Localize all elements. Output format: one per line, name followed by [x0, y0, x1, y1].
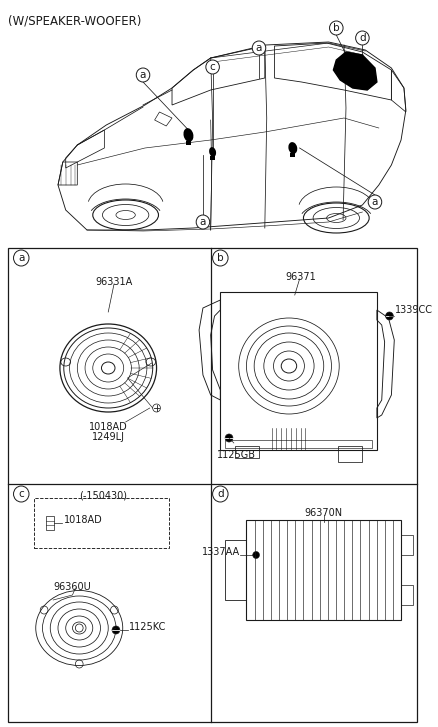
- Ellipse shape: [183, 128, 193, 142]
- Text: a: a: [255, 43, 261, 53]
- Bar: [210, 156, 215, 160]
- Bar: [8, 248, 417, 722]
- Text: c: c: [209, 62, 215, 72]
- Text: d: d: [358, 33, 365, 43]
- Text: 1018AD: 1018AD: [64, 515, 102, 525]
- Circle shape: [355, 31, 368, 45]
- Circle shape: [225, 434, 233, 442]
- Text: 96331A: 96331A: [95, 277, 132, 287]
- Bar: [290, 153, 295, 157]
- Text: 1337AA: 1337AA: [201, 547, 239, 557]
- Circle shape: [205, 60, 219, 74]
- Circle shape: [14, 250, 29, 266]
- Bar: [400, 585, 412, 605]
- Text: 1018AD: 1018AD: [88, 422, 127, 432]
- Text: a: a: [371, 197, 377, 207]
- Text: 96371: 96371: [284, 272, 315, 282]
- Circle shape: [329, 21, 342, 35]
- Bar: [34, 498, 169, 548]
- Text: c: c: [18, 489, 24, 499]
- Circle shape: [112, 626, 120, 634]
- Bar: [246, 520, 400, 620]
- Text: 96360U: 96360U: [53, 582, 91, 592]
- Circle shape: [136, 68, 149, 82]
- Circle shape: [367, 195, 381, 209]
- Circle shape: [196, 215, 209, 229]
- Text: 1339CC: 1339CC: [394, 305, 432, 315]
- Bar: [46, 516, 54, 530]
- Bar: [400, 535, 412, 555]
- Circle shape: [14, 486, 29, 502]
- Text: d: d: [216, 489, 223, 499]
- Text: 1249LJ: 1249LJ: [92, 432, 124, 442]
- Text: b: b: [216, 253, 223, 263]
- Ellipse shape: [208, 147, 215, 157]
- Text: 1125GB: 1125GB: [217, 450, 256, 460]
- Circle shape: [212, 250, 228, 266]
- Circle shape: [252, 552, 259, 558]
- Text: 96370N: 96370N: [304, 508, 342, 518]
- Circle shape: [252, 41, 265, 55]
- Text: (W/SPEAKER-WOOFER): (W/SPEAKER-WOOFER): [8, 14, 141, 27]
- Ellipse shape: [288, 142, 297, 154]
- Text: a: a: [140, 70, 146, 80]
- Polygon shape: [332, 52, 376, 90]
- Text: b: b: [332, 23, 339, 33]
- Text: 1125KC: 1125KC: [128, 622, 166, 632]
- Text: (-150430): (-150430): [79, 491, 127, 501]
- Text: a: a: [18, 253, 25, 263]
- Bar: [220, 292, 376, 450]
- Bar: [186, 141, 191, 145]
- Bar: [225, 440, 371, 448]
- Circle shape: [385, 312, 392, 320]
- Text: a: a: [199, 217, 206, 227]
- Bar: [225, 540, 246, 600]
- Circle shape: [212, 486, 228, 502]
